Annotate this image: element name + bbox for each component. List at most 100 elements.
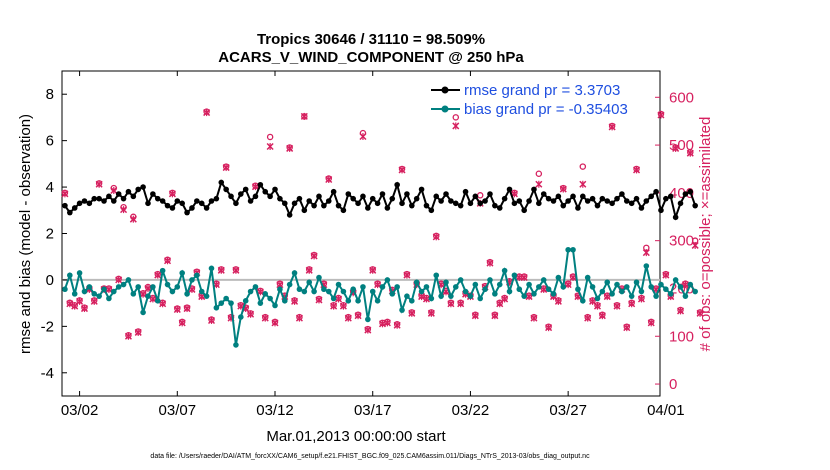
bias-point [91,291,98,297]
bias-point [536,284,542,290]
rmse-point [174,198,181,204]
rmse-point [389,195,396,202]
obs-assimilated-point [452,122,460,130]
x-tick-label: 03/27 [549,402,587,419]
rmse-point [638,205,645,211]
bias-point [467,293,474,299]
left-tick-label: 4 [46,179,54,196]
rmse-point [67,209,73,216]
bias-point [316,274,322,281]
right-tick-label: 100 [669,328,694,345]
bias-point [677,284,684,290]
obs-assimilated-point [554,297,562,305]
x-tick-label: 04/01 [647,402,685,419]
obs-assimilated-point [217,266,225,274]
obs-assimilated-point [129,215,137,223]
rmse-point [677,200,684,207]
y-axis-label-right: # of obs: o=possible; ×=assimilated [697,117,714,352]
obs-assimilated-point [325,175,333,184]
obs-assimilated-point [422,295,430,303]
rmse-point [277,195,283,202]
rmse-point [501,195,508,202]
bias-point [418,288,425,295]
obs-assimilated-point [266,142,274,151]
legend-rmse-label: rmse grand pr = 3.3703 [464,82,620,99]
left-tick-label: 8 [46,86,54,103]
rmse-point [135,186,142,193]
obs-assimilated-point [471,312,479,320]
rmse-point [365,205,371,211]
rmse-point [247,198,254,204]
rmse-point [443,191,449,197]
bias-point [340,288,347,295]
legend-bias-label: bias grand pr = -0.35403 [464,101,628,118]
rmse-point [594,202,601,209]
bias-point [570,246,576,253]
obs-assimilated-point [398,166,406,174]
rmse-point [110,198,117,204]
bias-point [511,272,518,279]
bias-point [174,284,181,290]
bias-point [565,246,571,253]
right-tick-label: 0 [669,376,677,393]
bias-point [462,288,469,295]
obs-assimilated-point [168,190,176,198]
bias-point [120,281,127,288]
rmse-point [169,205,176,211]
left-tick-label: 0 [46,272,54,289]
bias-point [194,272,200,279]
rmse-point [355,200,361,207]
rmse-point [531,186,537,193]
obs-assimilated-point [66,300,74,308]
bias-point [687,281,694,288]
bias-point [277,286,283,293]
bias-point [448,293,454,299]
rmse-point [194,198,200,204]
bias-point [267,295,273,302]
bias-point [145,293,151,299]
obs-assimilated-point [427,309,435,317]
rmse-point [281,200,288,207]
bias-point [492,291,498,297]
bias-point [648,284,655,290]
rmse-point [125,188,132,195]
obs-assimilated-point [525,293,533,301]
rmse-point [511,200,518,207]
rmse-point [623,198,630,204]
rmse-point [682,191,689,197]
rmse-point [208,198,215,204]
rmse-point [321,202,327,209]
rmse-point [462,188,469,195]
x-tick-label: 03/12 [256,402,294,419]
rmse-point [198,200,205,207]
bias-point [62,286,68,293]
bias-point [619,288,625,295]
x-tick-label: 03/02 [61,402,99,419]
right-tick-label: 400 [669,185,694,202]
bias-point [384,277,391,283]
rmse-point [325,198,332,204]
bias-point [394,284,400,290]
rmse-point [252,193,259,200]
obs-assimilated-point [339,302,347,310]
plot-frame [61,70,661,397]
bias-point [286,281,293,288]
bias-point [374,298,381,304]
obs-assimilated-point [686,149,694,157]
bias-point [638,288,645,295]
x-tick-label: 03/17 [354,402,392,419]
bias-point [218,300,225,306]
obs-assimilated-point [232,266,240,274]
rmse-point [101,198,107,204]
bias-point [242,298,249,304]
obs-assimilated-point [139,290,147,298]
bias-point [433,272,440,279]
rmse-point [345,191,352,197]
x-axis-label: Mar.01,2013 00:00:00 start [266,428,446,445]
obs-assimilated-point [334,295,343,303]
rmse-point [257,181,264,188]
rmse-point [663,195,669,202]
bias-point [135,284,142,290]
bias-point [81,288,88,295]
rmse-point [184,209,190,216]
